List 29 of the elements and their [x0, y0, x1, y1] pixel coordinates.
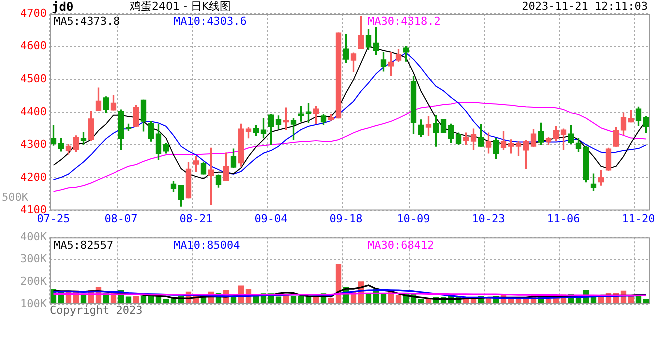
y-tick-label: 4700 — [20, 6, 47, 20]
x-tick-label: 10-09 — [397, 212, 430, 226]
text: 2023-11-21 12:11:03 — [522, 0, 648, 13]
text: 500K — [2, 190, 28, 204]
y-tick-label: 400K — [20, 230, 48, 244]
text: MA30:68412 — [368, 238, 434, 252]
text: MA30:4318.2 — [368, 15, 441, 28]
x-tick-label: 11-20 — [622, 212, 656, 226]
y-tick-label: 4500 — [20, 72, 47, 86]
text: MA10:4303.6 — [174, 15, 247, 28]
y-tick-label: 4200 — [20, 170, 47, 184]
chart-subtitle: jd0 — [52, 0, 74, 14]
y-tick-label: 4600 — [20, 40, 47, 53]
y-tick-label: 200K — [20, 274, 48, 288]
x-tick-label: 08-07 — [104, 212, 138, 226]
chart-title: 鸡蛋2401 - 日K线图 — [130, 0, 232, 13]
x-tick-label: 11-06 — [547, 212, 580, 226]
x-tick-label: 09-18 — [330, 212, 363, 226]
annotation: Copyright 2023 — [50, 304, 143, 318]
text: MA5:4373.8 — [54, 15, 120, 28]
y-tick-label: 100K — [20, 297, 48, 310]
x-tick-label: 09-04 — [254, 212, 288, 226]
y-tick-label: 300K — [20, 252, 48, 266]
text: MA10:85004 — [174, 238, 240, 252]
y-tick-label: 4400 — [20, 105, 47, 118]
text: MA5:82557 — [54, 238, 114, 252]
x-tick-label: 10-23 — [472, 212, 506, 226]
y-tick-label: 4300 — [20, 138, 47, 152]
x-tick-label: 08-21 — [180, 212, 213, 226]
